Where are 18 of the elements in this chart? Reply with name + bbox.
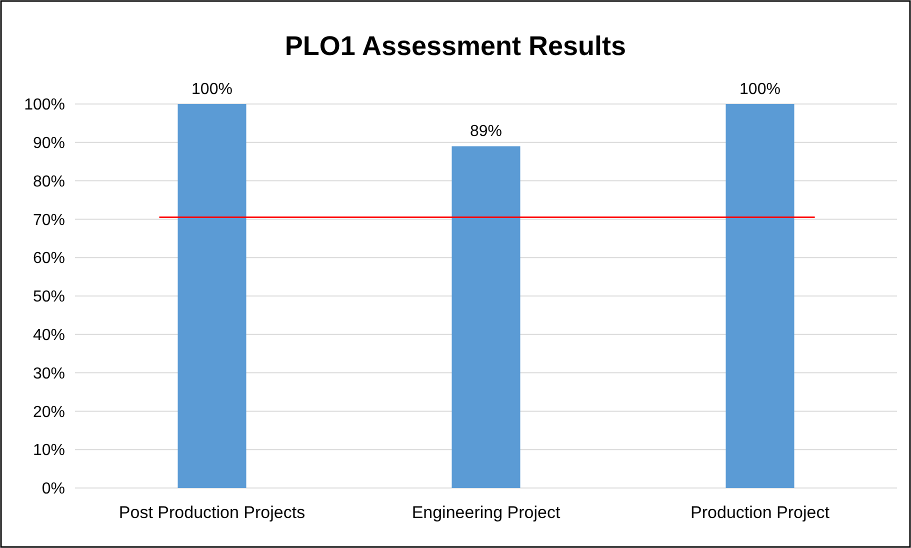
y-tick-label: 0%	[42, 480, 65, 498]
data-label: 89%	[470, 123, 502, 140]
y-tick-label: 90%	[32, 135, 65, 152]
y-tick-label: 80%	[32, 173, 65, 190]
data-label: 100%	[740, 81, 780, 98]
y-tick-label: 50%	[32, 288, 65, 306]
x-tick-label: Post Production Projects	[118, 503, 306, 522]
y-tick-label: 100%	[24, 96, 65, 114]
x-tick-label: Production Project	[690, 503, 830, 522]
y-tick-label: 10%	[32, 442, 65, 460]
data-label: 100%	[192, 81, 232, 98]
y-tick-label: 40%	[32, 327, 65, 344]
y-tick-label: 20%	[32, 404, 65, 421]
chart-title: PLO1 Assessment Results	[284, 31, 626, 61]
y-tick-label: 60%	[32, 250, 65, 268]
x-tick-label: Engineering Project	[412, 503, 560, 522]
y-tick-label: 70%	[32, 212, 65, 229]
y-tick-label: 30%	[32, 365, 65, 382]
